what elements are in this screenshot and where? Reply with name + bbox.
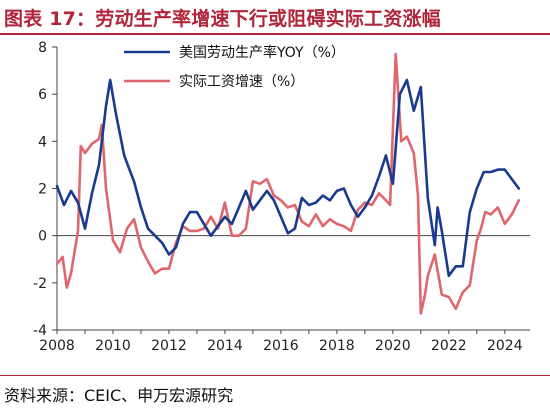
y-tick-label: 8 (38, 40, 47, 56)
x-tick-label: 2008 (39, 338, 75, 354)
y-tick-label: -2 (33, 276, 47, 292)
legend: 美国劳动生产率YOY（%） 实际工资增速（%） (124, 44, 345, 90)
axes: -4 -2 0 2 4 6 8 2008 2010 2012 2014 2016 2018 2020 202… (33, 40, 530, 354)
chart-area: -4 -2 0 2 4 6 8 2008 2010 2012 2014 2016 2018 2020 202… (0, 36, 550, 372)
series-line-productivity (55, 78, 521, 278)
y-tick-label: 6 (38, 87, 47, 103)
x-tick-label: 2012 (151, 338, 187, 354)
x-tick-label: 2022 (431, 338, 467, 354)
legend-label-real-wages: 实际工资增速（%） (179, 74, 304, 90)
source-note: 资料来源：CEIC、申万宏源研究 (4, 386, 234, 405)
x-tick-label: 2014 (207, 338, 243, 354)
chart-title: 图表 17：劳动生产率增速下行或阻碍实际工资涨幅 (4, 8, 441, 30)
title-bar: 图表 17：劳动生产率增速下行或阻碍实际工资涨幅 (0, 0, 550, 35)
source-divider (0, 375, 550, 376)
line-chart: -4 -2 0 2 4 6 8 2008 2010 2012 2014 2016 2018 2020 202… (33, 40, 530, 354)
legend-label-productivity: 美国劳动生产率YOY（%） (179, 44, 345, 61)
x-tick-label: 2024 (487, 338, 523, 354)
series-line-real-wages (55, 52, 521, 315)
x-tick-label: 2020 (375, 338, 411, 354)
x-tick-label: 2018 (319, 338, 355, 354)
x-tick-label: 2010 (95, 338, 131, 354)
title-underline (0, 33, 550, 35)
y-tick-label: 4 (38, 134, 47, 150)
y-tick-label: -4 (33, 323, 47, 339)
x-tick-label: 2016 (263, 338, 299, 354)
y-tick-label: 0 (38, 229, 47, 245)
series-layer (55, 52, 521, 315)
y-tick-label: 2 (38, 182, 47, 198)
